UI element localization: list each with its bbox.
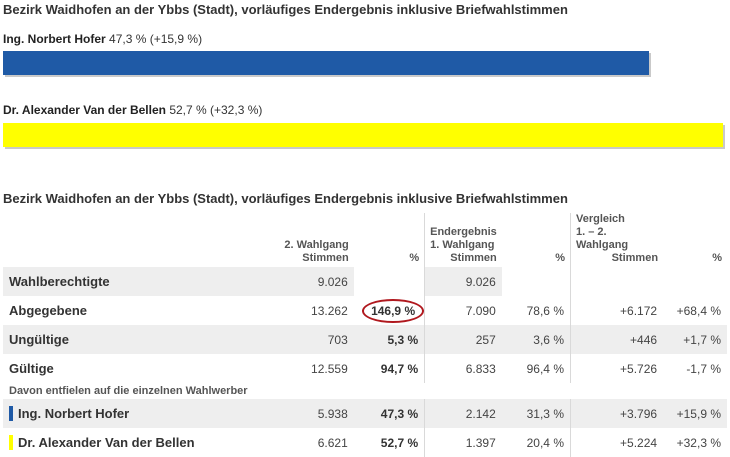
g2-votes: 703 [269,325,354,354]
diff-votes: +6.172 [569,296,664,325]
hofer-share-bar [3,51,649,75]
table-row-ungueltige: Ungültige 703 5,3 % 257 3,6 % +446 +1,7 … [3,325,727,354]
diff-pct: -1,7 % [686,361,721,376]
table-row-candidate-hofer: Ing. Norbert Hofer 5.938 47,3 % 2.142 31… [3,399,727,428]
g1-pct: 31,3 % [501,399,571,428]
candidate-name: Dr. Alexander Van der Bellen [3,103,166,117]
col-header-diff-votes: Vergleich 1. – 2. Wahlgang Stimmen [569,213,664,267]
row-label: Ing. Norbert Hofer [3,399,270,428]
table-header-row: 2. Wahlgang Stimmen % Endergebnis 1. Wahlg… [3,213,727,267]
candidate-stats: 47,3 % (+15,9 %) [109,32,203,46]
candidate-color-marker [9,406,13,421]
g2-pct: 52,7 % [380,435,419,450]
row-label: Gültige [9,361,54,376]
table-row-candidate-vdb: Dr. Alexander Van der Bellen 6.621 52,7 … [3,428,727,457]
g2-votes: 5.938 [269,399,354,428]
diff-votes: +5.224 [569,428,664,457]
results-title: Bezirk Waidhofen an der Ybbs (Stadt), vo… [3,2,568,17]
g1-votes: 9.026 [424,267,502,296]
g2-pct [353,267,425,296]
g2-votes: 6.621 [317,435,348,450]
col-header-g2-votes: 2. Wahlgang Stimmen [284,239,349,264]
col-header-g2-pct: % [409,252,420,264]
candidate-stats: 52,7 % (+32,3 %) [169,103,263,117]
g1-votes: 7.090 [424,296,502,325]
g1-votes: 257 [424,325,502,354]
g1-votes: 2.142 [424,399,502,428]
diff-pct [663,267,727,296]
g2-votes: 12.559 [311,361,348,376]
g1-pct: 3,6 % [501,325,571,354]
row-label: Abgegebene [9,303,88,318]
candidate-vdb-heading: Dr. Alexander Van der Bellen 52,7 % (+32… [3,103,262,117]
results-table: 2. Wahlgang Stimmen % Endergebnis 1. Wahlg… [3,213,727,457]
g2-pct: 146,9 % [354,296,425,325]
col-header-g1-pct: % [555,252,565,264]
candidate-name: Ing. Norbert Hofer [3,32,106,46]
subheading: Davon entfielen auf die einzelnen Wahlwe… [3,383,727,399]
row-label: Ungültige [3,325,270,354]
g1-pct: 78,6 % [526,303,564,318]
diff-pct: +1,7 % [663,325,727,354]
table-row-gueltige: Gültige 12.559 94,7 % 6.833 96,4 % +5.72… [3,354,727,383]
subheading-row: Davon entfielen auf die einzelnen Wahlwe… [3,383,727,399]
g2-votes: 13.262 [311,303,348,318]
g2-pct: 94,7 % [380,361,419,376]
table-row-abgegebene: Abgegebene 13.262 146,9 % 7.090 78,6 % +… [3,296,727,325]
candidate-color-marker [9,435,13,450]
diff-pct: +32,3 % [676,435,721,450]
diff-votes [569,267,664,296]
table-title: Bezirk Waidhofen an der Ybbs (Stadt), vo… [3,191,568,206]
col-header-g1-votes: Endergebnis 1. Wahlgang Stimmen [424,213,502,267]
col-header-diff-pct: % [712,252,722,264]
diff-votes: +5.726 [569,354,664,383]
g1-votes: 1.397 [424,428,502,457]
row-label: Wahlberechtigte [3,267,270,296]
highlight-circle: 146,9 % [362,298,425,323]
table-row-wahlberechtigte: Wahlberechtigte 9.026 9.026 [3,267,727,296]
g2-votes: 9.026 [269,267,354,296]
g1-pct: 20,4 % [526,435,564,450]
diff-votes: +446 [569,325,664,354]
g1-pct [501,267,571,296]
g2-pct: 47,3 % [353,399,425,428]
g2-pct: 5,3 % [353,325,425,354]
candidate-hofer-heading: Ing. Norbert Hofer 47,3 % (+15,9 %) [3,32,202,46]
g1-pct: 96,4 % [526,361,564,376]
diff-pct: +68,4 % [676,303,721,318]
g1-votes: 6.833 [424,354,502,383]
diff-pct: +15,9 % [663,399,727,428]
vdb-share-bar [3,123,723,147]
row-label: Dr. Alexander Van der Bellen [3,428,269,457]
diff-votes: +3.796 [569,399,664,428]
